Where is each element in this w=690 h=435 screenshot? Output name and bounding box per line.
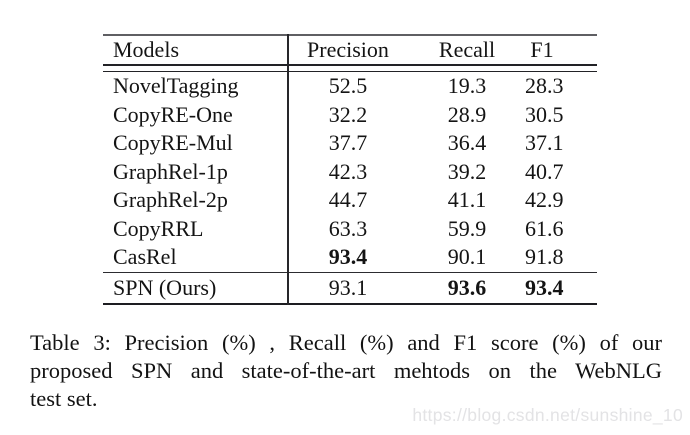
recall-value: 36.4 <box>447 130 487 156</box>
f1-value: 61.6 <box>525 215 564 241</box>
caption-line: test set. <box>30 386 98 412</box>
f1-value: 28.3 <box>525 73 564 99</box>
precision-value: 93.4 <box>328 244 368 270</box>
recall-value: 41.1 <box>447 187 487 213</box>
caption-line: Table 3: Precision (%) , Recall (%) and … <box>30 330 662 355</box>
f1-value: 40.7 <box>525 158 564 184</box>
header-recall: Recall <box>438 37 496 62</box>
model-name: CopyRRL <box>113 215 204 241</box>
header-precision: Precision <box>307 37 389 62</box>
table-top-rule <box>103 34 597 36</box>
recall-value: 93.6 <box>447 274 487 300</box>
precision-value: 93.1 <box>328 274 368 300</box>
table-header-row: Models Precision Recall F1 <box>103 36 597 64</box>
precision-value: 37.7 <box>328 130 368 156</box>
precision-value: 32.2 <box>328 101 368 127</box>
table-row: CopyRE-One 32.2 28.9 30.5 <box>103 101 597 130</box>
results-table: Models Precision Recall F1 NovelTagging … <box>103 34 597 305</box>
model-name: CopyRE-Mul <box>113 130 233 156</box>
table-row: CasRel 93.4 90.1 91.8 <box>103 243 597 272</box>
recall-value: 59.9 <box>447 215 487 241</box>
precision-value: 44.7 <box>328 187 368 213</box>
model-name: GraphRel-1p <box>113 158 228 184</box>
header-f1: F1 <box>530 37 554 62</box>
model-name: SPN (Ours) <box>113 274 217 300</box>
table-row: NovelTagging 52.5 19.3 28.3 <box>103 72 597 101</box>
table-bottom-rule <box>103 302 597 305</box>
table-header-double-rule <box>103 64 597 72</box>
f1-value: 37.1 <box>525 130 564 156</box>
table-column-divider <box>287 34 289 305</box>
f1-value: 42.9 <box>525 187 564 213</box>
model-name: GraphRel-2p <box>113 187 228 213</box>
table-mid-rule <box>103 271 597 273</box>
model-name: CopyRE-One <box>113 101 233 127</box>
precision-value: 42.3 <box>328 158 368 184</box>
f1-value: 30.5 <box>525 101 564 127</box>
model-name: CasRel <box>113 244 177 270</box>
table-row: GraphRel-1p 42.3 39.2 40.7 <box>103 158 597 187</box>
model-name: NovelTagging <box>113 73 239 99</box>
precision-value: 52.5 <box>328 73 368 99</box>
recall-value: 28.9 <box>447 101 487 127</box>
f1-value: 91.8 <box>525 244 564 270</box>
recall-value: 19.3 <box>447 73 487 99</box>
recall-value: 90.1 <box>447 244 487 270</box>
caption-line: proposed SPN and state-of-the-art mehtod… <box>30 358 662 384</box>
precision-value: 63.3 <box>328 215 368 241</box>
header-models: Models <box>113 37 179 62</box>
f1-value: 93.4 <box>525 274 564 300</box>
recall-value: 39.2 <box>447 158 487 184</box>
table-row-spn-ours: SPN (Ours) 93.1 93.6 93.4 <box>103 273 597 303</box>
table-caption: Table 3: Precision (%) , Recall (%) and … <box>30 329 662 414</box>
csdn-watermark: https://blog.csdn.net/sunshine_10 <box>412 405 683 425</box>
table-row: GraphRel-2p 44.7 41.1 42.9 <box>103 186 597 215</box>
table-row: CopyRE-Mul 37.7 36.4 37.1 <box>103 129 597 158</box>
table-row: CopyRRL 63.3 59.9 61.6 <box>103 215 597 244</box>
